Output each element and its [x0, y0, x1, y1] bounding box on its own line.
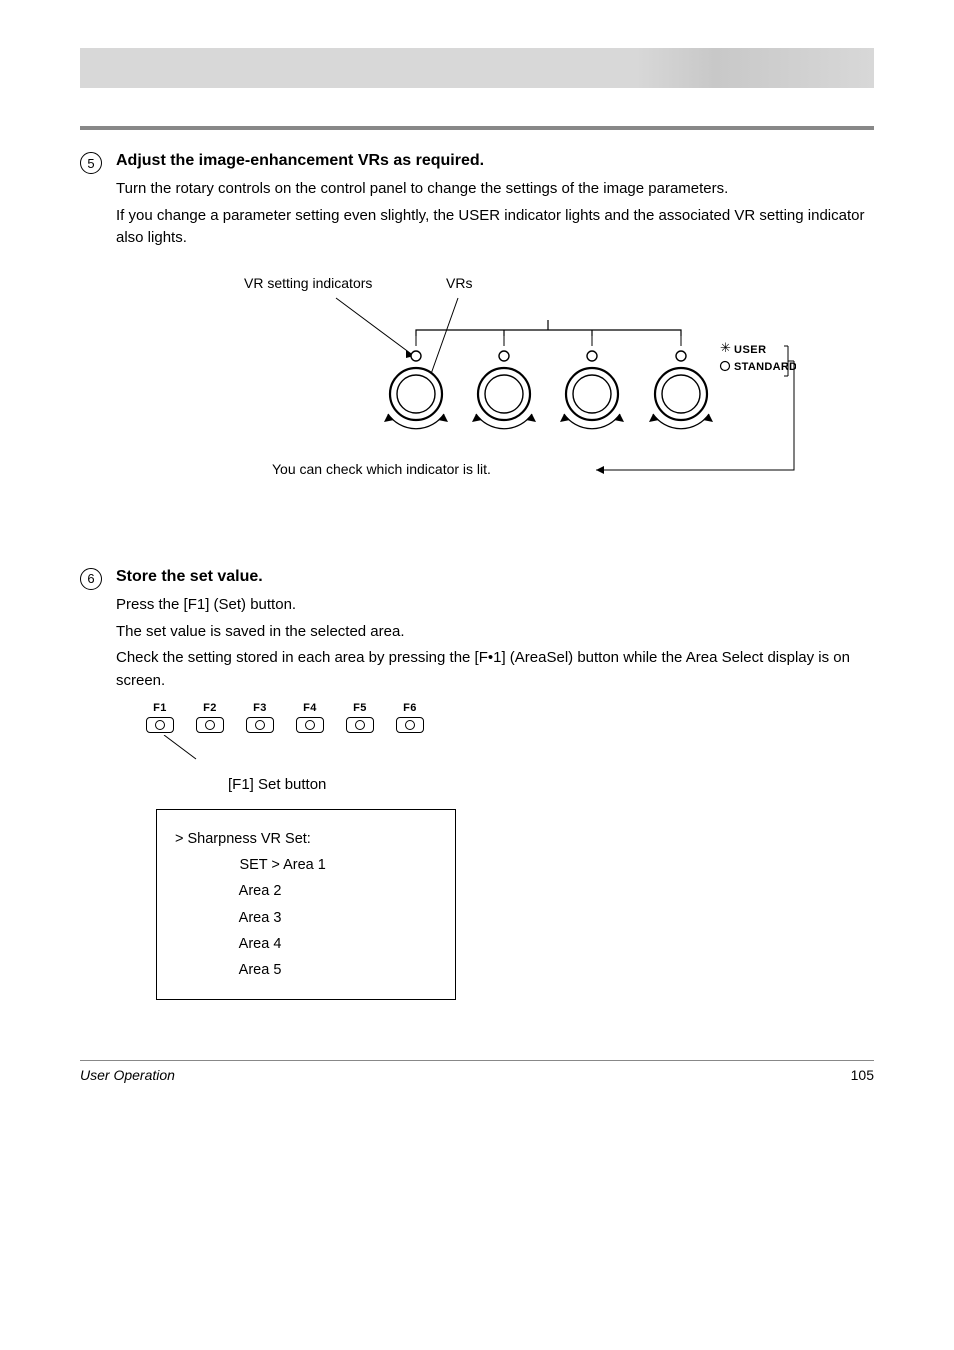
footer-left: User Operation — [80, 1067, 175, 1083]
knob-3[interactable] — [566, 368, 618, 420]
f5-button[interactable]: F5 — [346, 702, 374, 733]
function-key-row: F1 F2 F3 F4 F5 — [146, 702, 874, 733]
f1-caption: [F1] Set button — [228, 776, 874, 793]
display-box: > Sharpness VR Set: SET > Area 1 Area 2 … — [156, 809, 456, 1000]
standard-label: STANDARD — [734, 361, 796, 373]
f1-label: F1 — [153, 702, 167, 714]
label-vr-indicators: VR setting indicators — [244, 275, 372, 291]
page-footer: User Operation 105 — [80, 1067, 874, 1083]
footer-rule — [80, 1060, 874, 1061]
f6-button[interactable]: F6 — [396, 702, 424, 733]
step6-p3: Check the setting stored in each area by… — [116, 647, 874, 692]
knob-2[interactable] — [478, 368, 530, 420]
f6-label: F6 — [403, 702, 417, 714]
f4-label: F4 — [303, 702, 317, 714]
step-6: 6 Store the set value. Press the [F1] (S… — [80, 566, 874, 1000]
f3-button[interactable]: F3 — [246, 702, 274, 733]
knob-4[interactable] — [655, 368, 707, 420]
f1-pointer-line — [146, 735, 266, 765]
user-label: USER — [734, 344, 767, 356]
step5-text: Turn the rotary controls on the control … — [116, 178, 874, 250]
label-vrs: VRs — [446, 275, 472, 291]
user-sun-icon: ✳ — [720, 340, 731, 355]
step5-p1: Turn the rotary controls on the control … — [116, 178, 874, 201]
f5-label: F5 — [353, 702, 367, 714]
step5-title: Adjust the image-enhancement VRs as requ… — [116, 150, 874, 172]
f2-key-icon — [196, 717, 224, 733]
step6-text: Press the [F1] (Set) button. The set val… — [116, 594, 874, 692]
f2-button[interactable]: F2 — [196, 702, 224, 733]
led-4 — [676, 351, 686, 361]
led-1 — [411, 351, 421, 361]
section-rule — [80, 126, 874, 130]
f3-key-icon — [246, 717, 274, 733]
led-3 — [587, 351, 597, 361]
f1-button[interactable]: F1 — [146, 702, 174, 733]
step-number-6: 6 — [80, 568, 102, 590]
standard-led-icon — [721, 361, 730, 370]
step6-title: Store the set value. — [116, 566, 874, 588]
f5-key-icon — [346, 717, 374, 733]
header-band — [80, 48, 874, 88]
led-2 — [499, 351, 509, 361]
footer-page-number: 105 — [851, 1067, 874, 1083]
step-5: 5 Adjust the image-enhancement VRs as re… — [80, 150, 874, 554]
step6-p1: Press the [F1] (Set) button. — [116, 594, 874, 617]
f4-key-icon — [296, 717, 324, 733]
step5-p2: If you change a parameter setting even s… — [116, 205, 874, 250]
f3-label: F3 — [253, 702, 267, 714]
f4-button[interactable]: F4 — [296, 702, 324, 733]
f1-key-icon — [146, 717, 174, 733]
diagram-caption: You can check which indicator is lit. — [272, 461, 491, 477]
step6-p2: The set value is saved in the selected a… — [116, 621, 874, 644]
knob-1[interactable] — [390, 368, 442, 420]
knob-diagram: VR setting indicators VRs — [236, 274, 796, 514]
f6-key-icon — [396, 717, 424, 733]
f2-label: F2 — [203, 702, 217, 714]
step-number-5: 5 — [80, 152, 102, 174]
